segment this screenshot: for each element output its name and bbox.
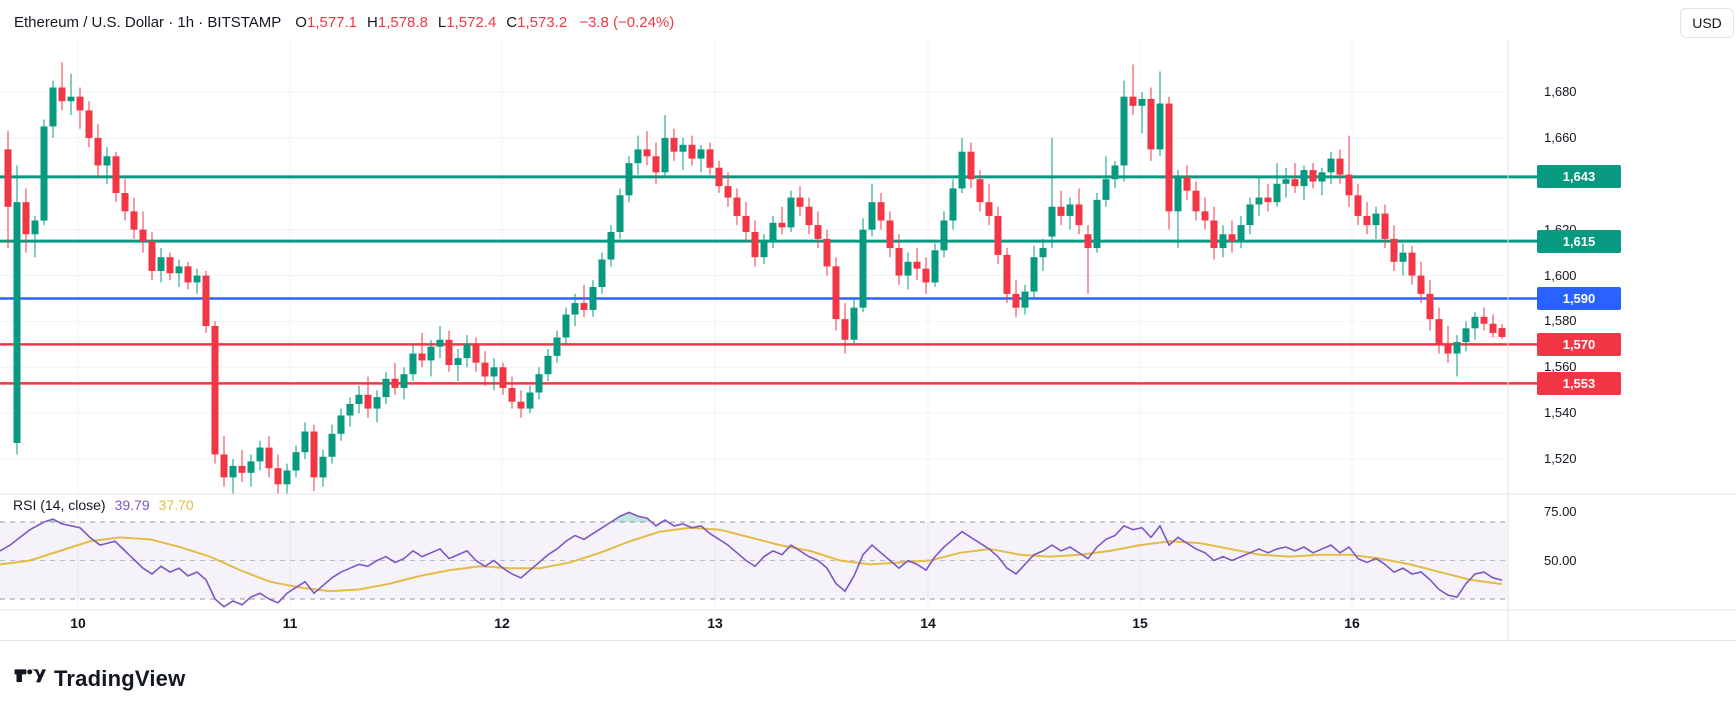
tradingview-logo[interactable]: TradingView <box>14 664 185 693</box>
tradingview-logo-text: TradingView <box>54 665 186 691</box>
time-axis-day-label: 10 <box>70 615 86 631</box>
time-axis-day-label: 15 <box>1132 615 1148 631</box>
close-value: C1,573.2 <box>506 13 568 31</box>
rsi-tick-label: 75.00 <box>1544 504 1577 520</box>
rsi-indicator-label[interactable]: RSI (14, close) 39.79 37.70 <box>13 497 194 513</box>
price-level-badge: 1,553 <box>1537 371 1621 395</box>
price-tick-label: 1,660 <box>1544 129 1577 145</box>
price-tick-label: 1,600 <box>1544 267 1577 283</box>
price-tick-label: 1,540 <box>1544 405 1577 421</box>
price-level-badge: 1,590 <box>1537 286 1621 310</box>
price-tick-label: 1,580 <box>1544 313 1577 329</box>
currency-toggle-button[interactable]: USD <box>1680 8 1734 38</box>
price-level-badge: 1,615 <box>1537 229 1621 253</box>
price-level-badge: 1,643 <box>1537 165 1621 189</box>
price-tick-label: 1,680 <box>1544 84 1577 100</box>
rsi-ma-value: 37.70 <box>158 497 194 513</box>
ohlc-values: O1,577.1 H1,578.8 L1,572.4 C1,573.2 −3.8… <box>295 14 674 31</box>
price-tick-label: 1,520 <box>1544 451 1577 467</box>
change-value: −3.8 (−0.24%) <box>579 13 675 31</box>
time-axis-day-label: 11 <box>282 615 298 631</box>
tradingview-logo-icon <box>14 664 46 693</box>
price-tick-label: 1,560 <box>1544 359 1577 375</box>
price-level-badge: 1,570 <box>1537 332 1621 356</box>
time-axis-day-label: 13 <box>707 615 723 631</box>
time-axis-day-label: 14 <box>920 615 936 631</box>
symbol-title[interactable]: Ethereum / U.S. Dollar · 1h · BITSTAMP <box>14 13 282 31</box>
rsi-tick-label: 50.00 <box>1544 552 1577 568</box>
chart-header: Ethereum / U.S. Dollar · 1h · BITSTAMP O… <box>14 10 674 34</box>
low-value: L1,572.4 <box>437 13 497 31</box>
time-axis-day-label: 12 <box>494 615 510 631</box>
high-value: H1,578.8 <box>367 13 428 31</box>
time-axis-day-label: 16 <box>1344 615 1360 631</box>
open-value: O1,577.1 <box>295 13 358 31</box>
rsi-value: 39.79 <box>114 497 150 513</box>
chart-canvas[interactable] <box>0 40 1736 641</box>
rsi-label-text: RSI (14, close) <box>13 497 106 513</box>
